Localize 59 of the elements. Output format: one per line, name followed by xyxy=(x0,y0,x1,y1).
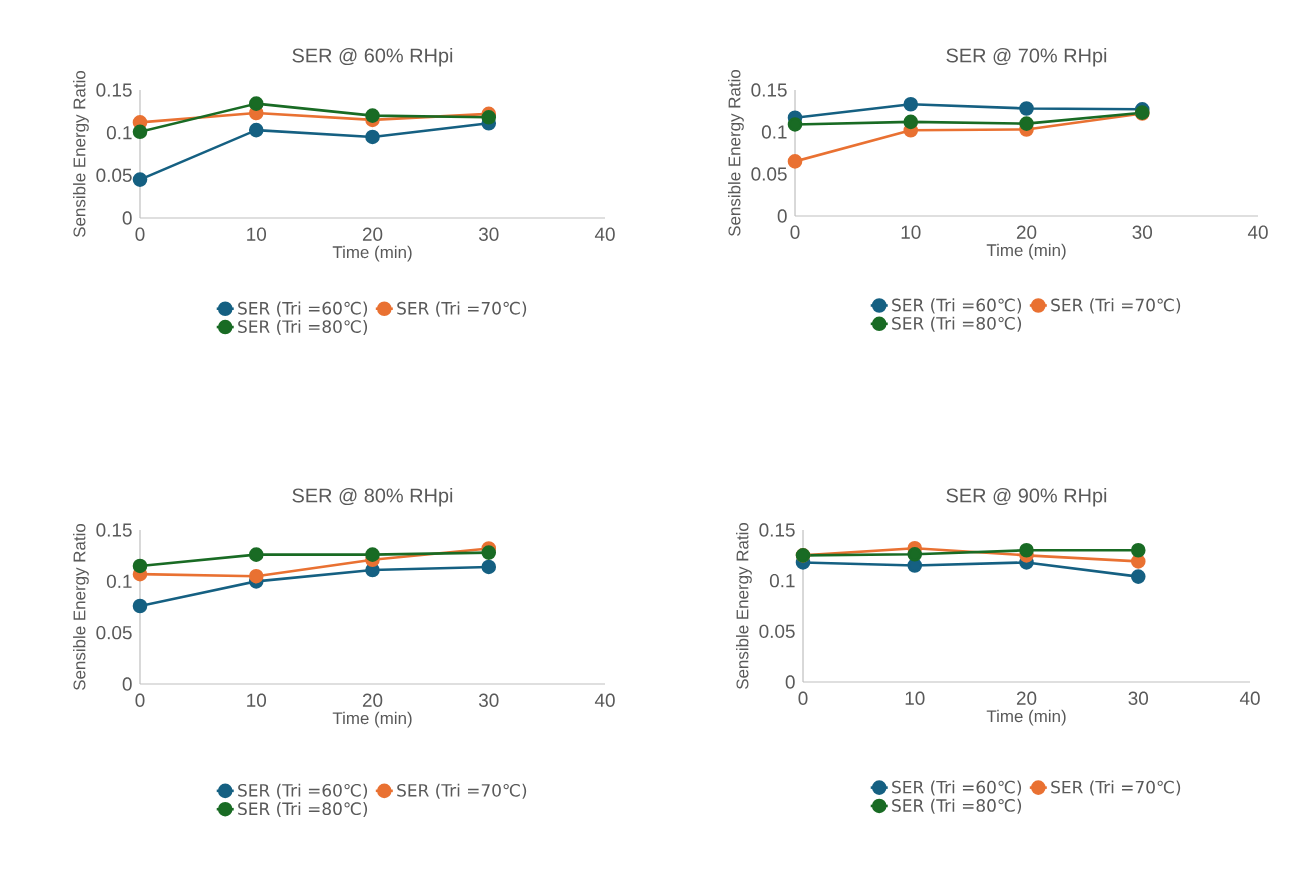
x-tick-label: 40 xyxy=(1239,691,1260,705)
y-axis-title: Sensible Energy Ratio xyxy=(73,70,89,238)
x-tick-label: 20 xyxy=(1016,691,1037,705)
x-tick-label: 30 xyxy=(478,693,499,707)
y-tick-label: 0 xyxy=(122,211,132,225)
legend-label: SER (Tri =80℃) xyxy=(238,802,368,818)
chart-title: SER @ 90% RHpi xyxy=(946,487,1107,507)
x-tick-label: 40 xyxy=(1247,225,1268,239)
x-axis-title: Time (min) xyxy=(986,243,1066,260)
x-tick-label: 10 xyxy=(905,691,925,705)
x-tick-label: 10 xyxy=(901,225,921,239)
y-tick-label: 0.1 xyxy=(106,574,132,589)
legend-label: SER (Tri =80℃) xyxy=(892,798,1022,814)
x-axis-title: Time (min) xyxy=(332,245,412,262)
y-axis-title: Sensible Energy Ratio xyxy=(73,523,89,691)
x-tick-label: 20 xyxy=(362,693,383,707)
legend-label: SER (Tri =70℃) xyxy=(1051,298,1181,314)
y-tick-label: 0.15 xyxy=(96,523,132,537)
legend-label: SER (Tri =60℃) xyxy=(238,783,368,799)
y-tick-label: 0.05 xyxy=(96,625,132,640)
y-tick-label: 0.1 xyxy=(106,125,132,140)
x-axis-title: Time (min) xyxy=(332,711,412,728)
legend-label: SER (Tri =70℃) xyxy=(1051,780,1181,796)
x-tick-label: 30 xyxy=(478,227,499,241)
legend-label: SER (Tri =70℃) xyxy=(397,783,527,799)
legend-label: SER (Tri =60℃) xyxy=(892,780,1022,796)
chart-title: SER @ 60% RHpi xyxy=(292,47,453,67)
legend-label: SER (Tri =80℃) xyxy=(892,316,1022,332)
y-axis-title: Sensible Energy Ratio xyxy=(728,69,744,237)
legend-label: SER (Tri =70℃) xyxy=(397,301,527,317)
y-tick-label: 0 xyxy=(122,677,132,691)
y-tick-label: 0.15 xyxy=(759,523,795,537)
x-tick-label: 10 xyxy=(247,227,267,241)
x-tick-label: 0 xyxy=(798,691,808,705)
legend-label: SER (Tri =60℃) xyxy=(892,298,1022,314)
x-tick-label: 20 xyxy=(1016,225,1037,239)
legend-label: SER (Tri =60℃) xyxy=(238,301,368,317)
y-tick-label: 0 xyxy=(777,209,787,223)
x-tick-label: 20 xyxy=(362,227,383,241)
x-tick-label: 40 xyxy=(594,693,615,707)
y-axis-title: Sensible Energy Ratio xyxy=(736,522,752,690)
y-tick-label: 0.1 xyxy=(769,573,795,588)
legend-label: SER (Tri =80℃) xyxy=(238,319,368,335)
y-tick-label: 0.1 xyxy=(761,125,787,139)
x-axis-title: Time (min) xyxy=(986,709,1066,726)
x-tick-label: 0 xyxy=(135,227,145,241)
y-tick-label: 0.15 xyxy=(96,83,132,97)
y-tick-label: 0.15 xyxy=(751,83,787,97)
y-tick-label: 0.05 xyxy=(751,167,787,181)
y-tick-label: 0 xyxy=(785,675,795,689)
x-tick-label: 10 xyxy=(247,693,267,707)
y-tick-label: 0.05 xyxy=(96,168,132,183)
x-tick-label: 30 xyxy=(1132,225,1153,239)
x-tick-label: 40 xyxy=(594,227,615,241)
y-tick-label: 0.05 xyxy=(759,624,795,639)
x-tick-label: 0 xyxy=(135,693,145,707)
chart-title: SER @ 80% RHpi xyxy=(292,487,453,507)
x-tick-label: 30 xyxy=(1128,691,1149,705)
chart-title: SER @ 70% RHpi xyxy=(946,47,1107,67)
